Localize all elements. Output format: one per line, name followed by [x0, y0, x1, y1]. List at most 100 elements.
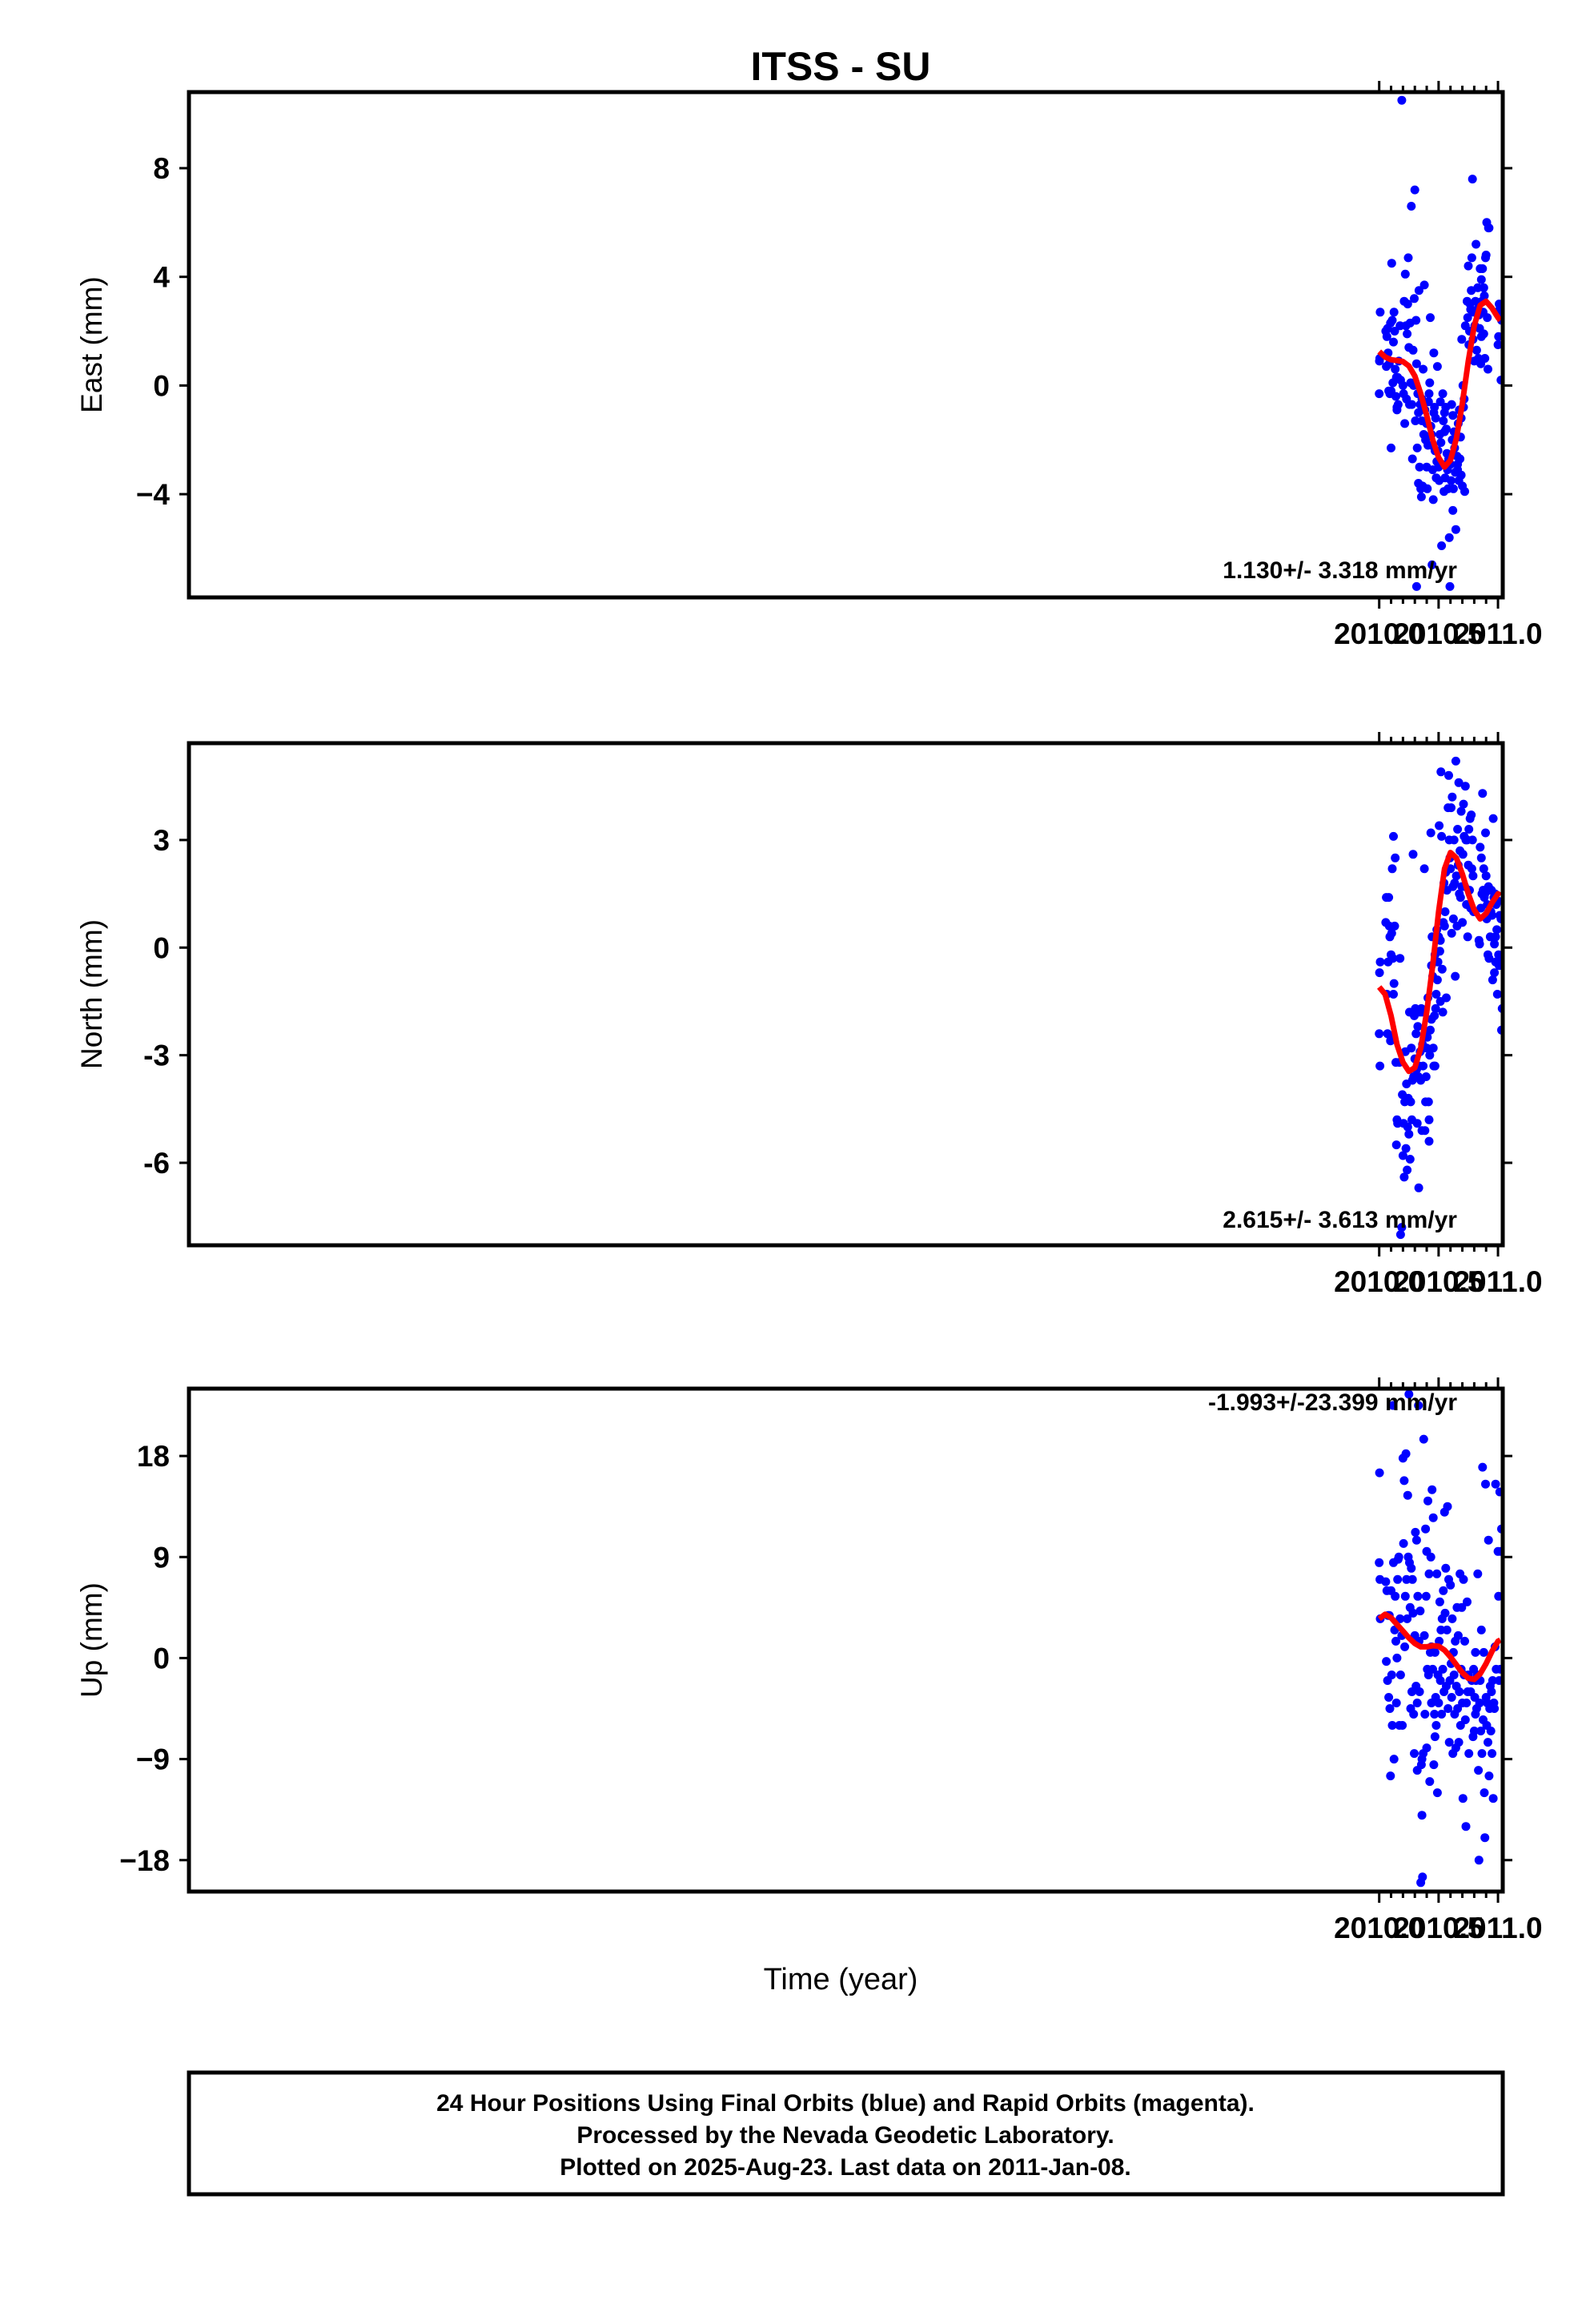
data-point — [1384, 1693, 1394, 1702]
data-point — [1430, 1011, 1439, 1020]
data-point — [1471, 1647, 1480, 1657]
data-point — [1484, 1535, 1493, 1545]
data-point — [1387, 316, 1397, 325]
data-point — [1375, 308, 1385, 317]
data-point — [1478, 789, 1488, 798]
data-point — [1478, 264, 1488, 273]
data-point — [1400, 1591, 1410, 1601]
data-point — [1428, 1513, 1438, 1522]
data-point — [1418, 1872, 1427, 1882]
data-point — [1382, 332, 1391, 341]
data-point — [1487, 1687, 1496, 1696]
data-point — [1428, 1043, 1438, 1053]
data-point — [1476, 1727, 1486, 1735]
y-tick-label: −9 — [136, 1743, 170, 1776]
data-point — [1397, 95, 1407, 105]
data-point — [1467, 810, 1476, 820]
data-point — [1389, 337, 1398, 347]
data-point — [1447, 803, 1456, 813]
data-point — [1472, 239, 1481, 249]
data-point — [1448, 914, 1458, 923]
data-point — [1391, 853, 1400, 862]
data-point — [1407, 400, 1416, 409]
data-point — [1423, 484, 1432, 493]
data-point — [1419, 280, 1429, 290]
data-point — [1404, 1389, 1414, 1399]
data-point — [1411, 359, 1421, 368]
x-tick-label: 2011.0 — [1453, 1912, 1542, 1944]
data-point — [1476, 332, 1486, 341]
data-point — [1437, 541, 1447, 550]
data-point — [1417, 1811, 1427, 1820]
data-points — [1375, 1389, 1503, 1888]
data-point — [1483, 313, 1492, 323]
data-point — [1464, 261, 1473, 271]
data-point — [1463, 932, 1472, 942]
data-point — [1408, 1608, 1418, 1618]
data-point — [1458, 1794, 1468, 1803]
data-point — [1420, 1710, 1430, 1719]
data-point — [1391, 392, 1400, 401]
data-point — [1448, 484, 1458, 493]
data-point — [1414, 1183, 1423, 1192]
data-point — [1386, 1771, 1395, 1781]
data-point — [1492, 925, 1502, 935]
data-point — [1484, 364, 1492, 374]
data-point — [1469, 1727, 1479, 1735]
y-axis-label: Up (mm) — [75, 1582, 108, 1698]
data-point — [1375, 957, 1385, 967]
data-point — [1459, 799, 1468, 809]
data-point — [1422, 1743, 1431, 1753]
data-point — [1428, 1664, 1437, 1674]
y-tick-label: 4 — [153, 261, 170, 294]
footer-line-3: Plotted on 2025-Aug-23. Last data on 201… — [560, 2154, 1131, 2181]
data-point — [1480, 291, 1489, 300]
data-point — [1443, 1704, 1453, 1713]
data-point — [1427, 1485, 1437, 1494]
data-point — [1412, 443, 1422, 452]
data-point — [1457, 1602, 1467, 1612]
data-point — [1412, 1766, 1422, 1775]
data-point — [1481, 871, 1491, 881]
data-point — [1389, 979, 1399, 988]
data-point — [1491, 1479, 1500, 1489]
data-point — [1399, 1538, 1408, 1548]
data-point — [1448, 411, 1458, 420]
data-point — [1431, 1003, 1440, 1013]
data-point — [1462, 1699, 1472, 1707]
data-point — [1426, 313, 1435, 323]
data-point — [1403, 1165, 1412, 1175]
data-point — [1456, 893, 1465, 903]
data-point — [1408, 345, 1418, 355]
data-point — [1478, 1462, 1488, 1472]
data-point — [1452, 871, 1461, 881]
data-point — [1410, 1749, 1419, 1759]
data-point — [1447, 1693, 1456, 1702]
plot-frame — [187, 741, 1505, 1248]
plot-frame — [187, 1386, 1505, 1894]
data-point — [1432, 1569, 1442, 1578]
data-point — [1435, 1676, 1445, 1685]
data-point — [1401, 1144, 1411, 1153]
footer-box: 24 Hour Positions Using Final Orbits (bl… — [187, 2070, 1505, 2197]
data-point — [1394, 1552, 1403, 1562]
data-point — [1395, 1614, 1405, 1623]
data-point — [1408, 850, 1418, 859]
data-point — [1447, 476, 1456, 485]
data-point — [1486, 1727, 1496, 1735]
data-point — [1458, 850, 1468, 859]
data-point — [1401, 1449, 1411, 1458]
data-point — [1447, 1614, 1457, 1623]
data-point — [1403, 1490, 1412, 1500]
data-point — [1429, 1760, 1439, 1770]
data-point — [1389, 308, 1399, 317]
data-point — [1453, 460, 1463, 469]
data-point — [1403, 253, 1413, 263]
data-point — [1421, 1072, 1431, 1081]
fit-curve — [1377, 1611, 1502, 1683]
data-point — [1480, 1788, 1489, 1798]
data-point — [1472, 345, 1481, 355]
fit-curve — [1376, 850, 1503, 1075]
data-point — [1400, 269, 1410, 279]
